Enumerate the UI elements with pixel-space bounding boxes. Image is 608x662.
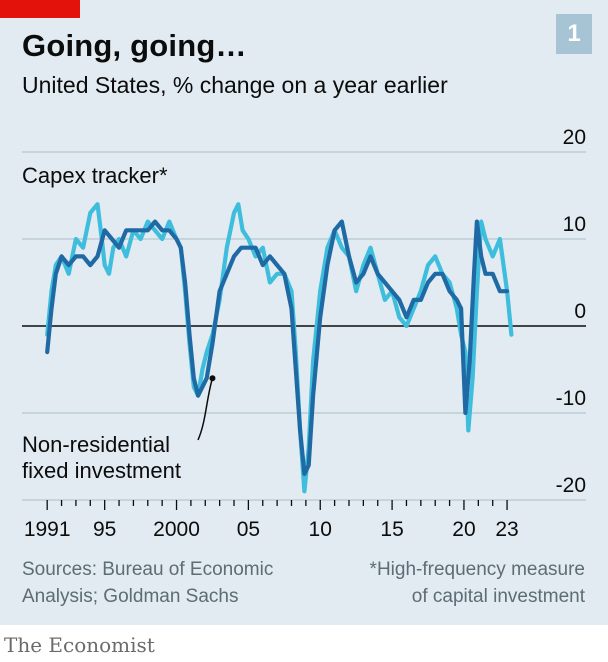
x-tick-label: 15	[380, 518, 403, 541]
gridlines	[22, 151, 586, 501]
y-tick-label: 20	[563, 126, 586, 149]
chart-title: Going, going…	[22, 28, 247, 63]
y-tick-label: -20	[556, 474, 586, 497]
y-tick-label: 0	[574, 300, 586, 323]
x-tick-label: 20	[452, 518, 475, 541]
series-line-non-residential-investment	[45, 219, 510, 476]
sources-line-2: Analysis; Goldman Sachs	[22, 586, 239, 607]
chart-number-badge: 1	[556, 14, 592, 54]
publisher-logo: The Economist	[4, 633, 155, 657]
y-tick-label: 10	[563, 213, 586, 236]
footnote: *High-frequency measure of capital inves…	[370, 556, 585, 610]
chart-subtitle: United States, % change on a year earlie…	[22, 72, 448, 98]
annotation-non-residential-line1: Non-residential	[22, 432, 170, 457]
line-chart: 20 10 0 -10 -20 1991 95 2000 05 10 15 20 23 Capex tr…	[22, 126, 586, 541]
annotation-non-residential-line2: fixed investment	[22, 458, 181, 483]
x-tick-label: 95	[93, 518, 116, 541]
economist-red-tag	[0, 0, 80, 18]
x-tick-label: 23	[495, 518, 518, 541]
x-tick-label: 2000	[153, 518, 200, 541]
y-tick-label: -10	[556, 387, 586, 410]
annotation-capex-tracker: Capex tracker*	[22, 163, 168, 188]
x-tick-label: 05	[237, 518, 260, 541]
x-tick-label: 1991	[24, 518, 71, 541]
axis-labels: 20 10 0 -10 -20 1991 95 2000 05 10 15 20 23	[24, 126, 586, 541]
x-tick-label: 10	[309, 518, 332, 541]
footnote-line-2: of capital investment	[411, 586, 585, 607]
footnote-line-1: *High-frequency measure	[369, 559, 585, 580]
annotation-pointer-line	[197, 377, 214, 441]
annotations: Capex tracker* Non-residential fixed inv…	[22, 163, 216, 483]
chart-panel	[0, 0, 608, 625]
series-lines	[45, 202, 514, 494]
sources-line-1: Sources: Bureau of Economic	[22, 559, 274, 580]
sources-note: Sources: Bureau of Economic Analysis; Go…	[22, 556, 273, 610]
annotation-pointer-dot	[209, 375, 216, 382]
